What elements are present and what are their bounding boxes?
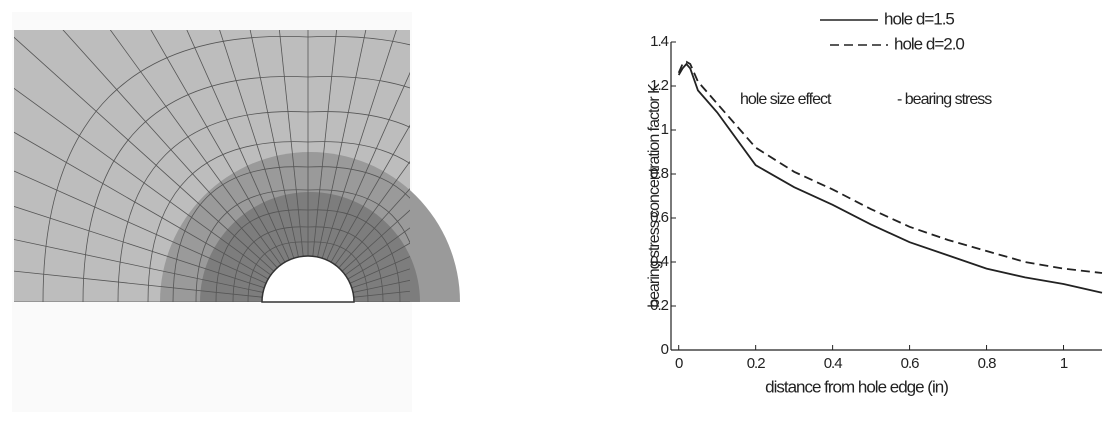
mesh-radial <box>279 30 304 257</box>
mesh-radial <box>14 87 272 276</box>
annotation: - bearing stress <box>897 91 992 108</box>
mesh-radial <box>349 256 410 284</box>
y-axis-label: bearing stress concentration factor K <box>646 83 663 308</box>
x-tick-label: 0 <box>675 355 683 372</box>
mesh-ring <box>195 189 410 302</box>
mesh-radial <box>347 242 410 280</box>
mesh-ring <box>82 76 410 302</box>
mesh-radial <box>14 206 265 289</box>
mesh-radial <box>330 124 410 263</box>
y-tick-label: 0.4 <box>650 253 669 270</box>
mesh-ring <box>147 141 410 302</box>
y-tick-label: 1 <box>661 121 669 138</box>
y-tick-label: 0.8 <box>650 165 669 182</box>
mesh-ring <box>215 209 401 302</box>
mesh-radial <box>14 170 267 284</box>
legend-label: hole d=2.0 <box>894 34 964 53</box>
y-tick-label: 0 <box>661 341 669 358</box>
mesh-radial <box>341 209 410 272</box>
y-tick-label: 1.2 <box>650 77 669 94</box>
mesh-radial <box>14 131 269 280</box>
mesh-image <box>14 30 460 303</box>
series-line <box>677 60 1103 274</box>
mesh-radial <box>249 30 299 258</box>
mesh-lines <box>14 30 410 302</box>
x-tick-label: 0.2 <box>747 355 766 372</box>
mesh-ring <box>247 241 369 302</box>
x-axis-label: distance from hole edge (in) <box>765 377 948 396</box>
mesh-radial <box>312 30 337 257</box>
x-tick-label: 0.6 <box>901 355 920 372</box>
mesh-radial <box>317 30 367 258</box>
mesh-radial <box>326 71 410 261</box>
mesh-radial <box>109 30 282 266</box>
mesh-radial <box>14 239 264 293</box>
mesh-ring <box>232 226 384 302</box>
mesh-radial <box>338 188 410 269</box>
mesh-ring <box>172 166 410 302</box>
mesh-ring <box>117 111 410 302</box>
y-tick-label: 0.2 <box>650 297 669 314</box>
y-tick-label: 1.4 <box>650 33 669 50</box>
series-line <box>677 62 1103 294</box>
mesh-radial <box>186 30 290 261</box>
mesh-ring <box>42 35 410 302</box>
mesh-radial <box>334 160 410 266</box>
legend-label: hole d=1.5 <box>884 9 954 28</box>
hole <box>261 255 355 303</box>
mesh-radial <box>150 30 286 263</box>
x-tick-label: 1 <box>1060 355 1068 372</box>
mesh-radial <box>14 36 275 272</box>
mesh-radial <box>62 30 278 269</box>
mesh-radial <box>344 227 410 276</box>
y-tick-label: 0.6 <box>650 209 669 226</box>
x-tick-label: 0.4 <box>824 355 843 372</box>
x-tick-label: 0.8 <box>978 355 997 372</box>
mesh-radial <box>14 270 263 298</box>
annotation: hole size effect <box>740 91 832 108</box>
